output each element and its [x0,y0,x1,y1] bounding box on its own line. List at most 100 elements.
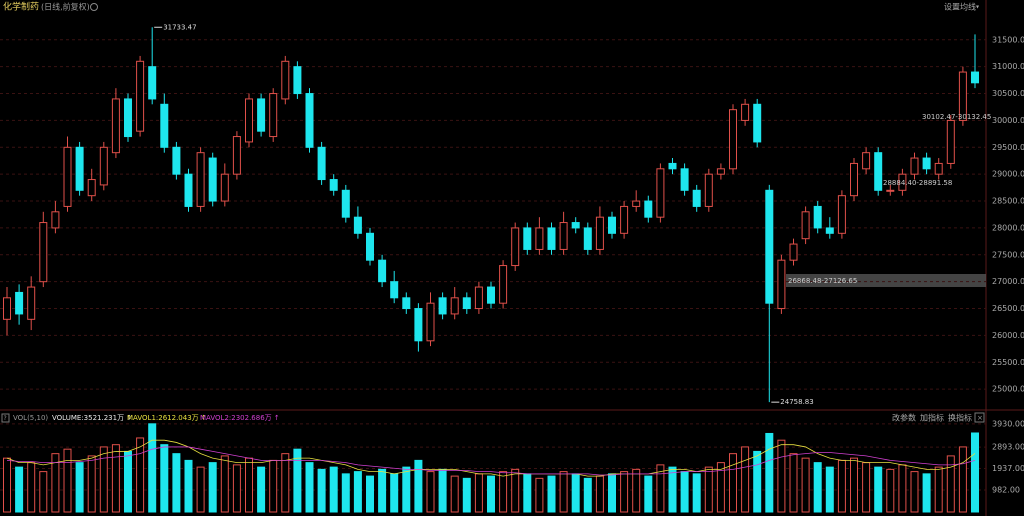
volume-bar [99,446,108,513]
candle-body [196,152,205,207]
candle-body [124,98,132,138]
legend-entry: MAVOL2:2302.686万 ↑ [200,414,280,422]
volume-bar [789,453,798,513]
volume-bar [148,423,157,513]
candle-body [15,291,24,315]
candle-body [704,173,713,207]
volume-bar [257,466,266,513]
candle-body [958,71,967,121]
candle-body [160,103,169,148]
volume-bar [462,477,471,513]
volume-bar [559,471,568,513]
candle-body [499,265,508,304]
candle-body [341,189,350,218]
volume-ma-line [6,439,976,477]
candle-body [789,243,798,261]
volume-bar [741,446,750,513]
ma-setting-caret[interactable]: ▾ [976,4,979,11]
volume-bar [402,466,411,513]
y-tick-label: 28500.00 [992,197,1024,206]
volume-bar [595,475,604,513]
volume-bar [3,457,11,513]
candle-body [801,211,810,240]
volume-bar [680,471,689,513]
y-tick-label: 26000.00 [992,331,1024,340]
candle-body [75,146,84,191]
candle-body [837,195,846,234]
candle-body [136,60,145,132]
indicator-button[interactable]: 换指标 [948,413,972,423]
indicator-button[interactable]: 加指标 [920,413,944,423]
candle-body [414,308,423,342]
volume-bar [801,457,810,513]
candle-body [716,168,725,175]
volume-bar [390,473,399,513]
candle-body [426,302,435,342]
volume-bar [208,462,217,513]
help-icon[interactable] [1,413,10,423]
volume-bar [27,462,36,513]
candle-body [99,146,108,186]
close-button[interactable] [974,412,985,423]
y-tick-label: 25500.00 [992,358,1024,367]
volume-bar [499,471,508,513]
annotation: 30102.47-30132.45 [922,113,991,121]
candle-body [111,98,120,154]
chart-subtitle: (日线,前复权) [41,2,90,12]
volume-bar [184,459,193,513]
volume-bar [668,466,677,513]
y-tick-label: 28000.00 [992,223,1024,232]
volume-bar [172,453,181,513]
legend-entry: MAVOL1:2612.043万 ↑ [127,414,207,422]
volume-bar [971,432,979,513]
volume-bar [547,475,556,513]
candle-body [765,189,774,304]
volume-bar [704,466,713,513]
volume-bar [232,464,241,513]
volume-bar [414,459,423,513]
candle-body [862,152,871,170]
volume-bar [910,471,919,513]
volume-bar [874,466,883,513]
candle-body [366,232,374,261]
y-tick-label: 27000.00 [992,277,1024,286]
candle-body [27,286,36,320]
candle-body [559,222,568,250]
help-icon-mark[interactable]: ? [4,415,7,422]
settings-icon[interactable] [90,3,98,11]
candle-body [257,98,266,132]
volume-bar [825,466,834,513]
volume-bar [317,468,326,513]
candle-body [474,286,483,310]
volume-tick-label: 2893.00 [992,443,1024,452]
volume-bar [353,471,362,513]
candle-body [232,136,241,175]
candle-body [3,297,11,320]
volume-ma-line [6,446,976,476]
volume-bar [535,477,544,513]
candle-body [656,168,665,218]
candle-body [450,297,459,315]
candle-body [692,189,701,207]
volume-bar [450,475,459,513]
candle-body [293,66,302,95]
close-button-mark[interactable]: × [977,414,983,422]
y-tick-label: 29500.00 [992,143,1024,152]
candle-body [777,259,786,310]
indicator-button[interactable]: 改参数 [892,413,916,423]
volume-bar [136,437,145,513]
volume-bar [245,457,253,513]
volume-bar [87,455,96,513]
candle-body [245,98,253,143]
candle-body [668,162,677,170]
volume-bar [692,473,701,513]
candle-body [208,157,217,202]
candle-body [644,200,653,218]
volume-bar [862,462,871,513]
candle-body [438,297,447,315]
volume-bar [474,473,483,513]
volume-bar [366,475,374,513]
volume-bar [946,455,955,513]
ma-setting[interactable]: 设置均线 [944,2,976,12]
candle-body [922,157,931,170]
